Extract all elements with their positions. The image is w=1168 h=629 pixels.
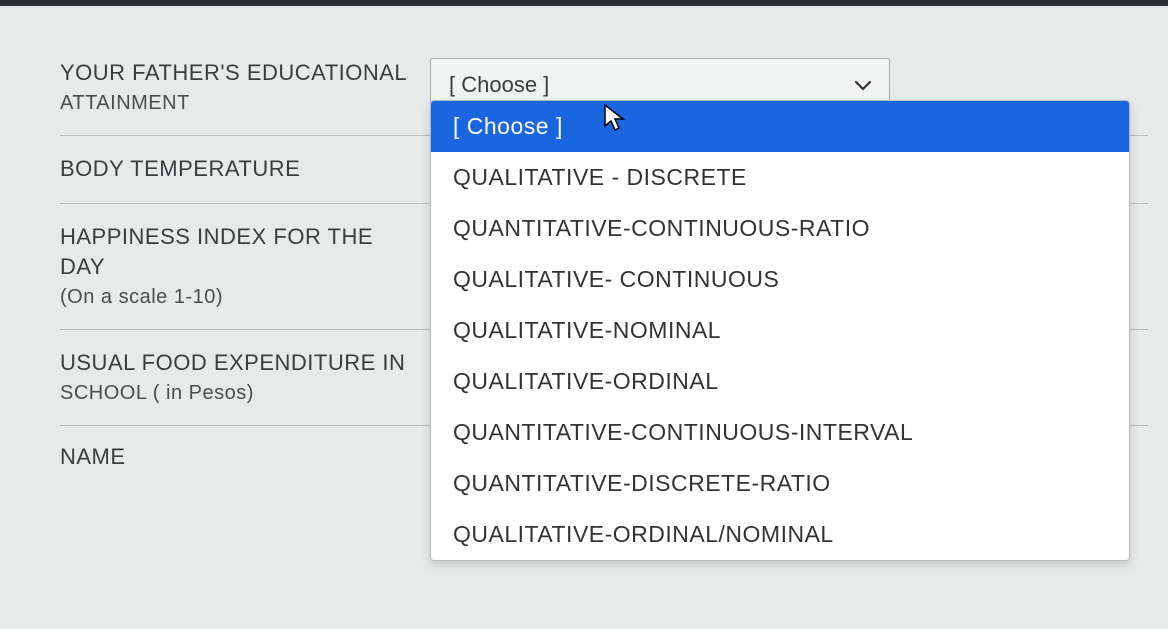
question-label-line2: (On a scale 1-10): [60, 283, 420, 311]
question-label-line1: YOUR FATHER'S EDUCATIONAL: [60, 60, 407, 85]
question-label-line1: USUAL FOOD EXPENDITURE IN: [60, 350, 405, 375]
question-label-line2: SCHOOL ( in Pesos): [60, 379, 420, 407]
dropdown-option[interactable]: QUALITATIVE-ORDINAL/NOMINAL: [431, 509, 1129, 560]
dropdown-option[interactable]: QUALITATIVE-ORDINAL: [431, 356, 1129, 407]
chevron-down-icon: [855, 75, 871, 96]
answer-select-dropdown[interactable]: [ Choose ] QUALITATIVE - DISCRETE QUANTI…: [430, 100, 1130, 561]
question-label: USUAL FOOD EXPENDITURE IN SCHOOL ( in Pe…: [60, 348, 430, 407]
dropdown-option[interactable]: QUALITATIVE- CONTINUOUS: [431, 254, 1129, 305]
question-label: YOUR FATHER'S EDUCATIONAL ATTAINMENT: [60, 58, 430, 117]
question-label-line2: ATTAINMENT: [60, 89, 420, 117]
question-label-line1: BODY TEMPERATURE: [60, 156, 300, 181]
question-label: BODY TEMPERATURE: [60, 154, 430, 185]
dropdown-option[interactable]: QUANTITATIVE-CONTINUOUS-INTERVAL: [431, 407, 1129, 458]
dropdown-option[interactable]: QUALITATIVE - DISCRETE: [431, 152, 1129, 203]
select-placeholder: [ Choose ]: [449, 72, 549, 98]
dropdown-option[interactable]: QUALITATIVE-NOMINAL: [431, 305, 1129, 356]
question-label-line1: HAPPINESS INDEX FOR THE DAY: [60, 224, 373, 280]
dropdown-option[interactable]: QUANTITATIVE-DISCRETE-RATIO: [431, 458, 1129, 509]
dropdown-option-placeholder[interactable]: [ Choose ]: [431, 101, 1129, 152]
question-label: HAPPINESS INDEX FOR THE DAY (On a scale …: [60, 222, 430, 312]
dropdown-option[interactable]: QUANTITATIVE-CONTINUOUS-RATIO: [431, 203, 1129, 254]
quiz-form: YOUR FATHER'S EDUCATIONAL ATTAINMENT [ C…: [0, 0, 1168, 470]
